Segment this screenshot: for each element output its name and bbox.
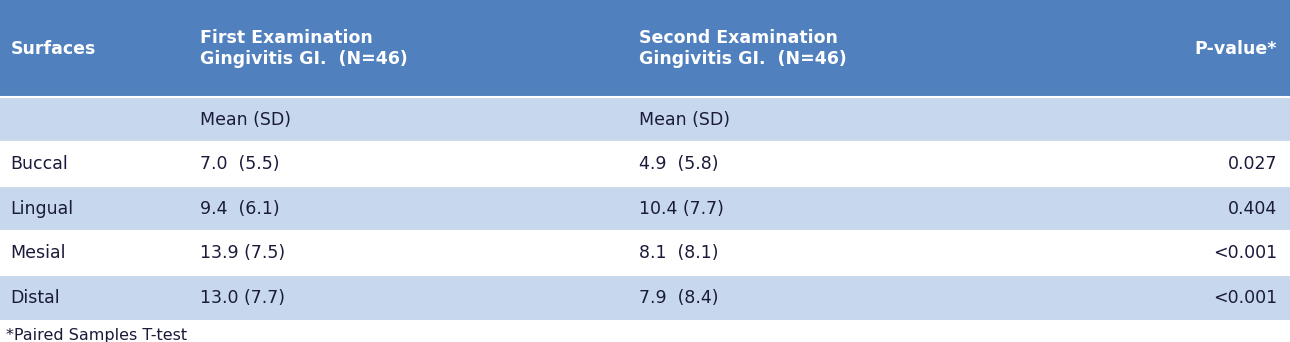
Text: <0.001: <0.001 <box>1213 244 1277 262</box>
Text: Mesial: Mesial <box>10 244 66 262</box>
Text: P-value*: P-value* <box>1195 40 1277 58</box>
Text: *Paired Samples T-test: *Paired Samples T-test <box>6 328 187 342</box>
Bar <box>0 231 1290 275</box>
Text: Buccal: Buccal <box>10 155 68 173</box>
Text: 0.027: 0.027 <box>1228 155 1277 173</box>
Text: Second Examination
Gingivitis GI.  (N=46): Second Examination Gingivitis GI. (N=46) <box>639 29 846 68</box>
Text: 8.1  (8.1): 8.1 (8.1) <box>639 244 719 262</box>
Text: Mean (SD): Mean (SD) <box>200 111 292 129</box>
Text: Surfaces: Surfaces <box>10 40 95 58</box>
Text: <0.001: <0.001 <box>1213 289 1277 306</box>
Text: 10.4 (7.7): 10.4 (7.7) <box>639 200 724 218</box>
Bar <box>0 275 1290 320</box>
Text: 9.4  (6.1): 9.4 (6.1) <box>200 200 280 218</box>
Text: First Examination
Gingivitis GI.  (N=46): First Examination Gingivitis GI. (N=46) <box>200 29 408 68</box>
Text: Distal: Distal <box>10 289 59 306</box>
Text: 7.9  (8.4): 7.9 (8.4) <box>639 289 719 306</box>
Bar <box>0 97 1290 142</box>
Bar <box>0 142 1290 186</box>
Bar <box>0 186 1290 231</box>
Text: 7.0  (5.5): 7.0 (5.5) <box>200 155 280 173</box>
Text: 13.9 (7.5): 13.9 (7.5) <box>200 244 285 262</box>
Text: Lingual: Lingual <box>10 200 74 218</box>
Text: 4.9  (5.8): 4.9 (5.8) <box>639 155 719 173</box>
Text: Mean (SD): Mean (SD) <box>639 111 730 129</box>
Bar <box>0 0 1290 97</box>
Text: 0.404: 0.404 <box>1228 200 1277 218</box>
Text: 13.0 (7.7): 13.0 (7.7) <box>200 289 285 306</box>
